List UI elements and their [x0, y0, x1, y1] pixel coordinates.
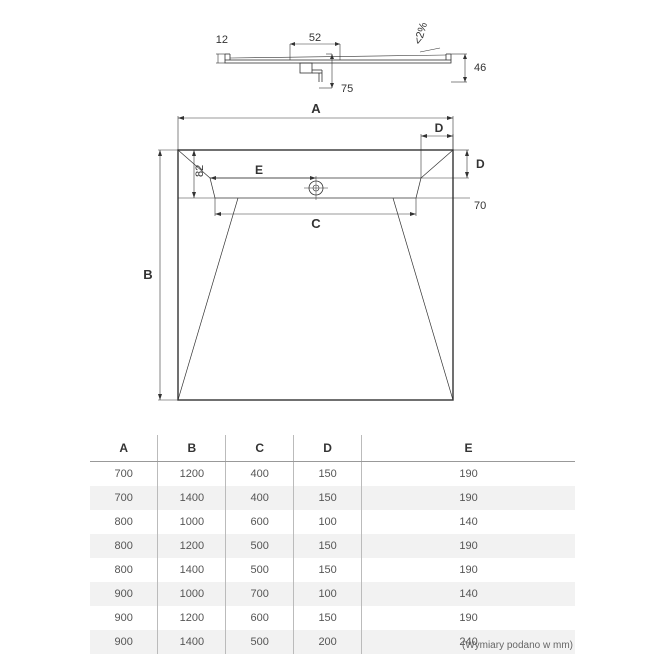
- dim-A: A: [311, 101, 321, 116]
- table-row: 7001400400150190: [90, 486, 575, 510]
- table-cell: 1400: [158, 558, 226, 582]
- table-cell: 800: [90, 534, 158, 558]
- table-cell: 150: [294, 606, 362, 630]
- table-cell: 100: [294, 582, 362, 606]
- col-header-A: A: [90, 435, 158, 462]
- table-cell: 140: [362, 582, 575, 606]
- footnote: (Wymiary podano w mm): [462, 640, 573, 651]
- table-cell: 400: [226, 462, 294, 487]
- table-cell: 600: [226, 510, 294, 534]
- table-cell: 190: [362, 558, 575, 582]
- table-cell: 500: [226, 630, 294, 654]
- plan-view: [158, 116, 470, 400]
- dim-D-side: D: [476, 157, 485, 171]
- table-row: 9001000700100140: [90, 582, 575, 606]
- table-cell: 1200: [158, 534, 226, 558]
- dim-52: 52: [309, 32, 321, 44]
- table-cell: 600: [226, 606, 294, 630]
- profile-view: [216, 42, 467, 88]
- table-cell: 400: [226, 486, 294, 510]
- col-header-E: E: [362, 435, 575, 462]
- col-header-B: B: [158, 435, 226, 462]
- dim-12: 12: [216, 34, 228, 46]
- dim-70: 70: [474, 200, 486, 212]
- table-cell: 1200: [158, 606, 226, 630]
- table-cell: 900: [90, 606, 158, 630]
- table-row: 8001000600100140: [90, 510, 575, 534]
- table-cell: 190: [362, 486, 575, 510]
- dim-E: E: [255, 163, 263, 177]
- table-cell: 150: [294, 462, 362, 487]
- table-row: 9001200600150190: [90, 606, 575, 630]
- table-cell: 800: [90, 510, 158, 534]
- table-cell: 800: [90, 558, 158, 582]
- table-header-row: A B C D E: [90, 435, 575, 462]
- table-cell: 190: [362, 606, 575, 630]
- table-cell: 150: [294, 486, 362, 510]
- dim-D-top: D: [435, 121, 444, 135]
- table-cell: 150: [294, 534, 362, 558]
- table-cell: 700: [226, 582, 294, 606]
- table-cell: 100: [294, 510, 362, 534]
- table-cell: 500: [226, 558, 294, 582]
- dim-82: 82: [194, 165, 206, 177]
- dimensions-table: A B C D E 700120040015019070014004001501…: [90, 435, 575, 654]
- dim-46: 46: [474, 62, 486, 74]
- table-cell: 140: [362, 510, 575, 534]
- table-cell: 1200: [158, 462, 226, 487]
- dim-slope: <2%: [412, 21, 430, 46]
- dim-75: 75: [341, 83, 353, 95]
- table-cell: 900: [90, 582, 158, 606]
- table-cell: 200: [294, 630, 362, 654]
- table-row: 7001200400150190: [90, 462, 575, 487]
- table-row: 8001200500150190: [90, 534, 575, 558]
- table-cell: 150: [294, 558, 362, 582]
- table-cell: 1400: [158, 486, 226, 510]
- table-cell: 1000: [158, 582, 226, 606]
- table-cell: 190: [362, 462, 575, 487]
- table-cell: 700: [90, 486, 158, 510]
- col-header-C: C: [226, 435, 294, 462]
- table-cell: 700: [90, 462, 158, 487]
- col-header-D: D: [294, 435, 362, 462]
- table-row: 8001400500150190: [90, 558, 575, 582]
- technical-drawing: 12 52 75 46 <2% A B C D D E 82 70: [0, 0, 665, 420]
- table-cell: 1400: [158, 630, 226, 654]
- dim-B: B: [143, 267, 152, 282]
- table-cell: 500: [226, 534, 294, 558]
- table-cell: 190: [362, 534, 575, 558]
- table-cell: 900: [90, 630, 158, 654]
- table-cell: 1000: [158, 510, 226, 534]
- dim-C: C: [311, 216, 321, 231]
